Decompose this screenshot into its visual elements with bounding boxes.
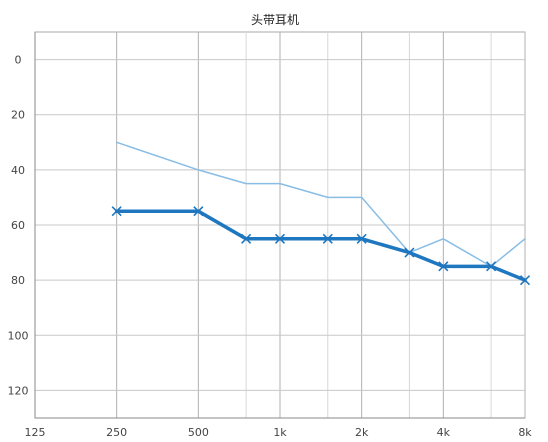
x-tick-label: 250 <box>106 426 127 439</box>
marker-stroke <box>193 206 204 217</box>
marker-stroke <box>404 247 415 258</box>
data-point-marker <box>241 233 252 244</box>
marker-stroke <box>111 206 122 217</box>
marker-stroke <box>322 233 333 244</box>
data-point-marker <box>404 247 415 258</box>
y-tick-label: 120 <box>8 384 29 397</box>
marker-stroke <box>486 261 497 272</box>
data-point-marker <box>519 275 531 286</box>
x-tick-label: 500 <box>188 426 209 439</box>
data-point-marker <box>322 233 333 244</box>
data-point-marker <box>111 206 122 217</box>
x-tick-label: 2k <box>355 426 369 439</box>
y-tick-label: 20 <box>11 109 25 122</box>
x-tick-label: 8k <box>518 426 532 439</box>
marker-stroke <box>274 233 286 244</box>
series-line-1 <box>115 141 526 268</box>
axis-layer: 125 250 500 1k 2k 4k 8k 0 20 40 60 80 100 120 <box>8 32 532 439</box>
marker-stroke <box>438 261 449 272</box>
y-tick-label: 80 <box>11 274 25 287</box>
marker-stroke <box>519 275 531 286</box>
data-point-marker <box>356 233 367 244</box>
data-point-marker <box>438 261 449 272</box>
series-line-2 <box>114 209 527 282</box>
chart-title: 头带耳机 <box>251 13 299 27</box>
y-tick-label: 40 <box>11 164 25 177</box>
y-tick-label: 0 <box>15 54 22 67</box>
series-layer <box>111 141 531 286</box>
data-point-marker <box>274 233 286 244</box>
x-tick-label: 1k <box>273 426 287 439</box>
data-point-marker <box>193 206 204 217</box>
marker-stroke <box>356 233 367 244</box>
grid-layer <box>34 31 526 419</box>
x-tick-label: 4k <box>437 426 451 439</box>
data-point-marker <box>486 261 497 272</box>
marker-stroke <box>241 233 252 244</box>
y-tick-label: 60 <box>11 219 25 232</box>
x-tick-label: 125 <box>25 426 46 439</box>
y-tick-label: 100 <box>8 329 29 342</box>
